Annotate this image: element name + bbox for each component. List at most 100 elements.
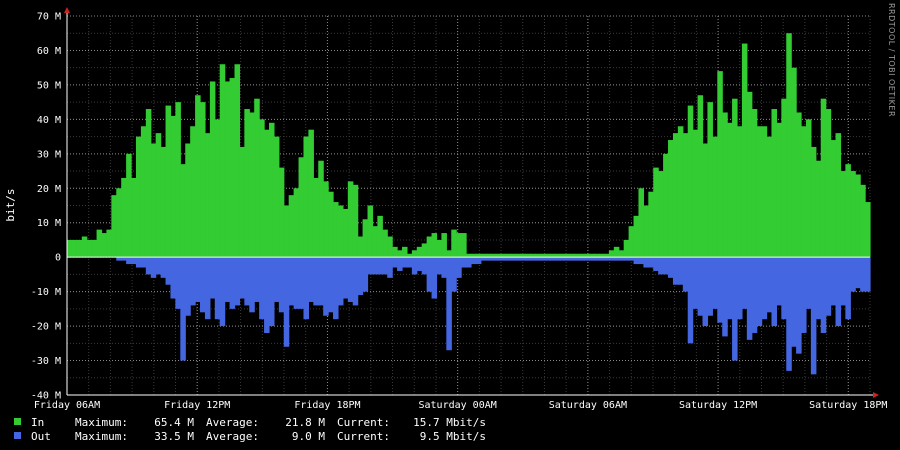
out-bar	[387, 257, 393, 278]
out-bar	[820, 257, 827, 333]
out-bar	[801, 257, 807, 333]
out-bar	[397, 257, 403, 271]
in-bar	[268, 122, 275, 258]
out-bar	[594, 257, 600, 261]
in-bar	[362, 219, 369, 258]
in-bar	[150, 143, 157, 258]
out-bar	[244, 257, 250, 306]
in-bar	[825, 109, 832, 258]
in-bar	[96, 229, 103, 258]
y-tick-label: 60 M	[37, 46, 61, 57]
in-bar	[303, 136, 309, 258]
out-bar	[456, 257, 462, 278]
out-bar	[323, 257, 329, 316]
in-bar	[229, 78, 236, 258]
in-bar	[820, 98, 827, 258]
in-bar	[855, 174, 861, 258]
in-bar	[786, 33, 792, 258]
in-bar	[254, 98, 260, 258]
rrdtool-credit: RRDTOOL / TOBI OETIKER	[887, 3, 896, 117]
y-tick-label: 50 M	[37, 80, 61, 91]
out-bar	[401, 257, 408, 268]
out-bar	[357, 257, 364, 296]
y-axis-arrow	[64, 7, 70, 13]
out-bar	[677, 257, 684, 285]
in-bar	[613, 246, 620, 258]
in-bar	[594, 253, 600, 258]
out-bar	[692, 257, 699, 309]
out-bar	[648, 257, 654, 268]
in-bar	[554, 253, 561, 258]
out-bar	[367, 257, 374, 275]
in-bar	[603, 253, 610, 258]
in-bar	[490, 253, 497, 258]
in-bar	[736, 126, 743, 258]
y-tick-label: -30 M	[31, 356, 61, 367]
out-bar	[663, 257, 669, 275]
out-bar	[682, 257, 689, 292]
in-bar	[446, 250, 452, 258]
in-bar	[702, 143, 709, 258]
out-bar	[219, 257, 226, 327]
out-bar	[308, 257, 314, 302]
in-bar	[801, 126, 807, 258]
out-bar	[549, 257, 556, 261]
legend-name-in: In	[31, 416, 45, 429]
in-bar	[756, 126, 763, 258]
in-bar	[668, 140, 674, 258]
y-tick-label: -40 M	[31, 391, 61, 402]
in-bar	[860, 184, 866, 258]
out-bar	[347, 257, 354, 302]
out-bar	[584, 257, 590, 261]
in-bar	[352, 184, 359, 258]
out-bar	[392, 257, 398, 268]
in-bar	[328, 191, 334, 258]
in-bar	[214, 119, 221, 258]
out-bar	[273, 257, 280, 302]
out-bar	[810, 257, 817, 375]
out-bar	[850, 257, 856, 292]
in-bar	[520, 253, 526, 258]
in-bar	[298, 157, 305, 258]
in-bar	[579, 253, 585, 258]
in-bar	[510, 253, 516, 258]
out-bar	[190, 257, 196, 306]
out-bar	[461, 257, 467, 268]
out-bar	[495, 257, 502, 261]
in-bar	[337, 205, 344, 258]
out-bar	[613, 257, 620, 261]
in-bar	[308, 129, 314, 258]
out-bar	[761, 257, 768, 320]
in-bar	[810, 146, 817, 258]
out-bar	[525, 257, 531, 261]
out-bar	[160, 257, 167, 278]
in-bar	[746, 91, 753, 258]
in-bar	[692, 129, 699, 258]
in-bar	[835, 133, 842, 258]
in-bar	[633, 215, 640, 258]
x-tick-label: Friday 12PM	[164, 400, 230, 411]
out-bar	[475, 257, 482, 265]
in-bar	[796, 112, 802, 258]
in-bar	[116, 188, 122, 258]
out-bar	[278, 257, 285, 313]
out-bar	[544, 257, 551, 261]
legend-name-out: Out	[31, 430, 51, 443]
in-bar	[722, 112, 728, 258]
out-bar	[313, 257, 319, 306]
in-bar	[323, 181, 329, 258]
x-tick-label: Saturday 12PM	[679, 400, 757, 411]
out-bar	[786, 257, 792, 371]
out-bar	[293, 257, 300, 309]
out-bar	[776, 257, 782, 306]
out-bar	[746, 257, 753, 340]
legend-in-current: 15.7 Mbit/s	[413, 416, 486, 429]
in-bar	[293, 188, 300, 258]
out-bar	[121, 257, 127, 261]
out-bar	[633, 257, 640, 265]
out-bar	[638, 257, 644, 265]
x-tick-label: Saturday 06AM	[549, 400, 627, 411]
out-bar	[727, 257, 733, 320]
out-bar	[234, 257, 241, 306]
